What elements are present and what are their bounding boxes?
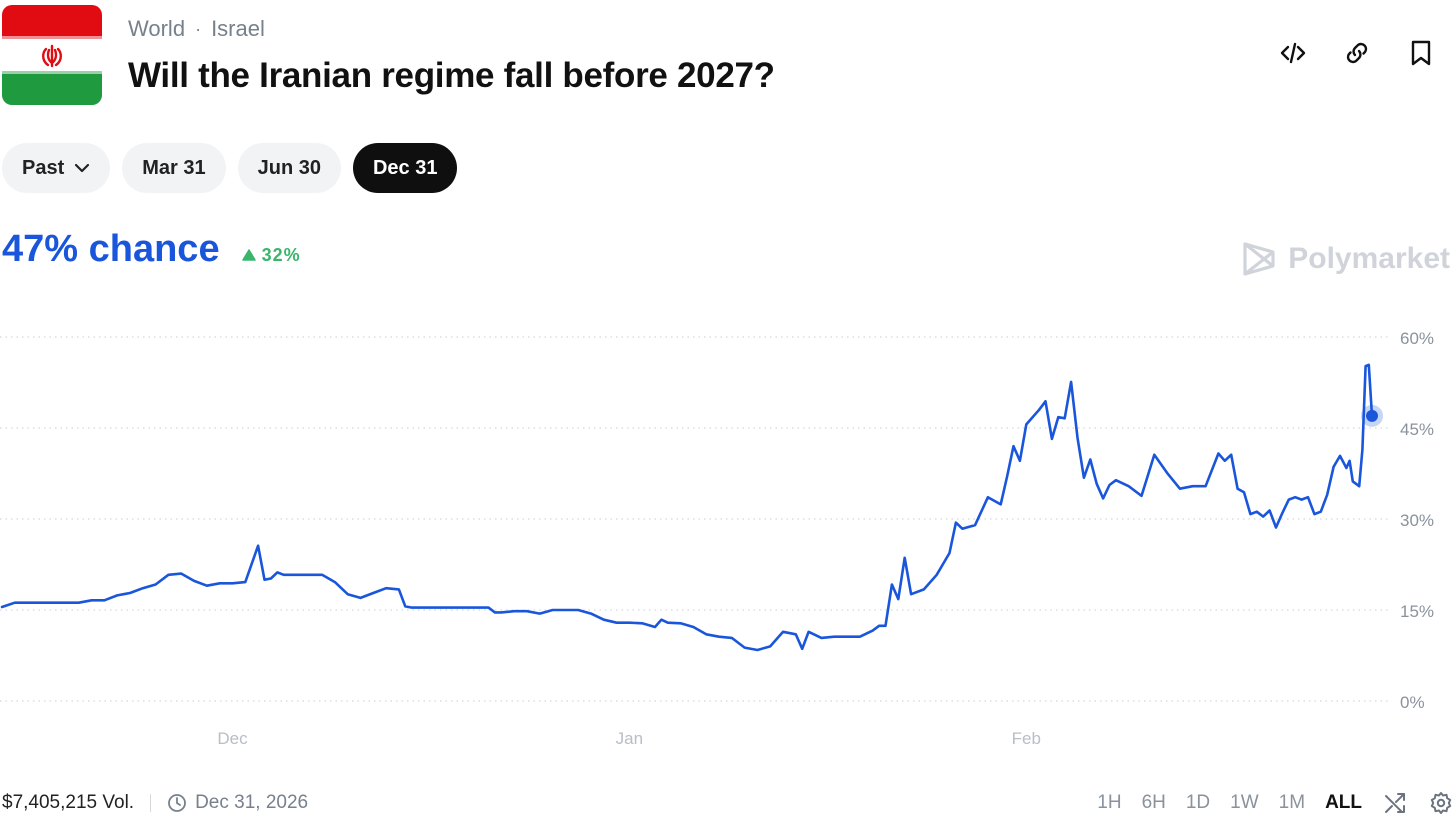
y-tick-label: 60% (1400, 329, 1434, 348)
breadcrumb-world[interactable]: World (128, 16, 186, 41)
tab-jun-30[interactable]: Jun 30 (237, 143, 341, 193)
time-range-selector: 1H 6H 1D 1W 1M ALL (1097, 788, 1454, 817)
volume: $7,405,215 Vol. (2, 792, 135, 813)
shuffle-icon (1385, 793, 1405, 813)
change-value: 32% (261, 244, 301, 265)
range-1w[interactable]: 1W (1230, 792, 1259, 813)
gear-icon (1430, 792, 1452, 814)
tab-mar-31[interactable]: Mar 31 (122, 143, 226, 193)
link-icon (1346, 42, 1368, 64)
change-badge: 32% (241, 244, 301, 266)
x-tick-label: Dec (217, 729, 248, 748)
bookmark-button[interactable] (1406, 38, 1436, 68)
bookmark-icon (1411, 40, 1431, 66)
flag-iran-icon (2, 5, 102, 105)
range-6h[interactable]: 6H (1141, 792, 1166, 813)
breadcrumb-israel[interactable]: Israel (211, 16, 265, 41)
tab-past[interactable]: Past (2, 143, 111, 193)
y-tick-label: 15% (1400, 602, 1434, 621)
triangle-up-icon (241, 249, 256, 261)
range-1m[interactable]: 1M (1278, 792, 1306, 813)
polymarket-watermark: Polymarket (1242, 240, 1450, 278)
last-point-marker (1366, 409, 1378, 422)
chance-value: 47% chance (2, 228, 220, 270)
end-date-text: Dec 31, 2026 (195, 792, 309, 813)
top-actions (1278, 38, 1436, 68)
range-1d[interactable]: 1D (1185, 792, 1211, 813)
chance-summary: 47% chance 32% (2, 228, 301, 271)
clock-icon (168, 794, 186, 812)
date-tabs: Past Mar 31 Jun 30 Dec 31 (2, 143, 458, 193)
x-tick-label: Jan (616, 729, 643, 748)
shuffle-button[interactable] (1382, 790, 1408, 816)
footer-divider (150, 794, 152, 812)
embed-button[interactable] (1278, 38, 1308, 68)
tab-dec-31[interactable]: Dec 31 (352, 143, 458, 193)
tab-past-label: Past (22, 156, 65, 179)
x-tick-label: Feb (1012, 729, 1041, 748)
price-chart[interactable]: 60% 45% 30% 15% 0% Dec Jan Feb (0, 320, 1456, 760)
breadcrumb-separator: · (195, 18, 202, 39)
range-all[interactable]: ALL (1325, 792, 1362, 813)
y-tick-label: 0% (1400, 693, 1425, 712)
footer-bar: $7,405,215 Vol. Dec 31, 2026 1H 6H 1D 1W… (2, 788, 1454, 817)
polymarket-logo-icon (1243, 242, 1275, 276)
page-title: Will the Iranian regime fall before 2027… (128, 56, 775, 95)
end-date: Dec 31, 2026 (167, 792, 308, 814)
code-icon (1280, 42, 1306, 64)
y-tick-label: 30% (1400, 511, 1434, 530)
range-1h[interactable]: 1H (1097, 792, 1122, 813)
breadcrumb: World · Israel (128, 16, 265, 42)
chevron-down-icon (74, 163, 90, 173)
watermark-text: Polymarket (1288, 242, 1450, 275)
copy-link-button[interactable] (1342, 38, 1372, 68)
y-tick-label: 45% (1400, 420, 1434, 439)
series-line (0, 363, 1374, 652)
settings-button[interactable] (1428, 790, 1454, 816)
